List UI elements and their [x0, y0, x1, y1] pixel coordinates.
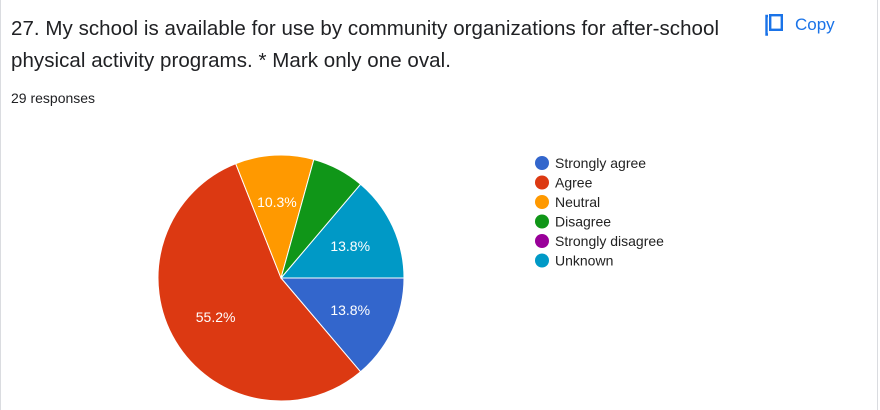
legend-swatch	[535, 214, 549, 229]
legend-item-neutral[interactable]: Neutral	[535, 194, 600, 210]
copy-label: Copy	[795, 15, 835, 34]
pie-slice-label: 13.8%	[330, 238, 370, 254]
pie-slice-disagree[interactable]	[280, 158, 362, 279]
pie-slice-strongly-agree[interactable]	[279, 277, 405, 373]
legend-swatch	[535, 195, 549, 209]
copy-icon	[765, 14, 783, 36]
legend-swatch	[535, 175, 549, 190]
legend-label: Disagree	[555, 214, 611, 230]
pie-slice-labels: 13.8% 13.8% 55.2% 10.3%	[196, 194, 370, 325]
pie-slice-label: 10.3%	[257, 194, 297, 210]
legend-item-unknown[interactable]: Unknown	[535, 253, 613, 269]
legend-label: Unknown	[555, 253, 613, 269]
legend-item-agree[interactable]: Agree	[535, 175, 593, 191]
legend-label: Strongly agree	[555, 155, 646, 171]
legend-label: Agree	[555, 175, 593, 191]
legend-swatch	[535, 156, 549, 170]
legend-item-strongly-disagree[interactable]: Strongly disagree	[535, 233, 664, 249]
response-count: 29 responses	[11, 90, 96, 106]
legend-swatch	[535, 234, 549, 248]
legend-label: Strongly disagree	[555, 233, 664, 249]
pie-slice-label: 13.8%	[330, 302, 370, 318]
legend-item-strongly-agree[interactable]: Strongly agree	[535, 155, 646, 171]
pie-slice-neutral[interactable]	[235, 154, 315, 280]
pie-chart: 13.8% 13.8% 55.2% 10.3% Strongly agree Agree…	[157, 154, 664, 402]
pie-slice-agree[interactable]	[157, 162, 362, 402]
pie-slice-label: 55.2%	[196, 309, 236, 325]
legend-swatch	[535, 253, 549, 268]
pie-slice-unknown[interactable]	[279, 183, 405, 279]
chart-legend: Strongly agree Agree Neutral Disagree Strong…	[535, 155, 664, 269]
copy-button[interactable]: Copy	[765, 14, 835, 36]
legend-item-disagree[interactable]: Disagree	[535, 214, 611, 230]
legend-label: Neutral	[555, 194, 600, 210]
question-title: 27. My school is available for use by co…	[11, 17, 720, 72]
pie-slices	[157, 154, 405, 402]
